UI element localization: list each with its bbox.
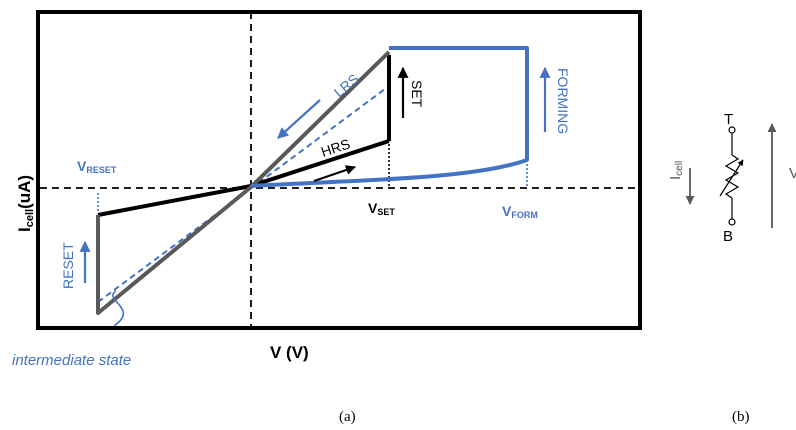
- memristor-symbol: T B: [719, 111, 744, 245]
- intermediate-state-label: intermediate state: [12, 352, 131, 369]
- terminal-top-label: T: [724, 111, 733, 128]
- forming-label: FORMING: [555, 68, 571, 134]
- caption-a: (a): [339, 409, 356, 425]
- caption-b: (b): [732, 409, 750, 425]
- v-form-label: VFORM: [502, 203, 538, 220]
- y-axis-label: Icell(uA): [15, 175, 36, 232]
- lrs-arrow: [277, 99, 321, 139]
- terminal-bottom-node: [728, 218, 736, 226]
- lrs-label: LRS: [331, 71, 362, 101]
- plot-frame: [36, 10, 642, 330]
- terminal-bottom-label: B: [723, 228, 733, 245]
- variable-arrow: [719, 159, 744, 197]
- voltage-label: V: [789, 165, 796, 182]
- lrs-curve: [96, 50, 391, 315]
- intermediate-state-pointer: [112, 290, 125, 327]
- hrs-arrow: [313, 165, 356, 182]
- x-axis-label: V (V): [270, 343, 309, 362]
- terminal-top-node: [728, 126, 736, 134]
- v-reset-label: VRESET: [77, 158, 117, 175]
- current-label: Icell: [667, 161, 685, 180]
- set-label: SET: [409, 80, 425, 108]
- forming-curve: [250, 46, 529, 188]
- v-set-label: VSET: [368, 200, 395, 217]
- reset-label: RESET: [60, 242, 76, 289]
